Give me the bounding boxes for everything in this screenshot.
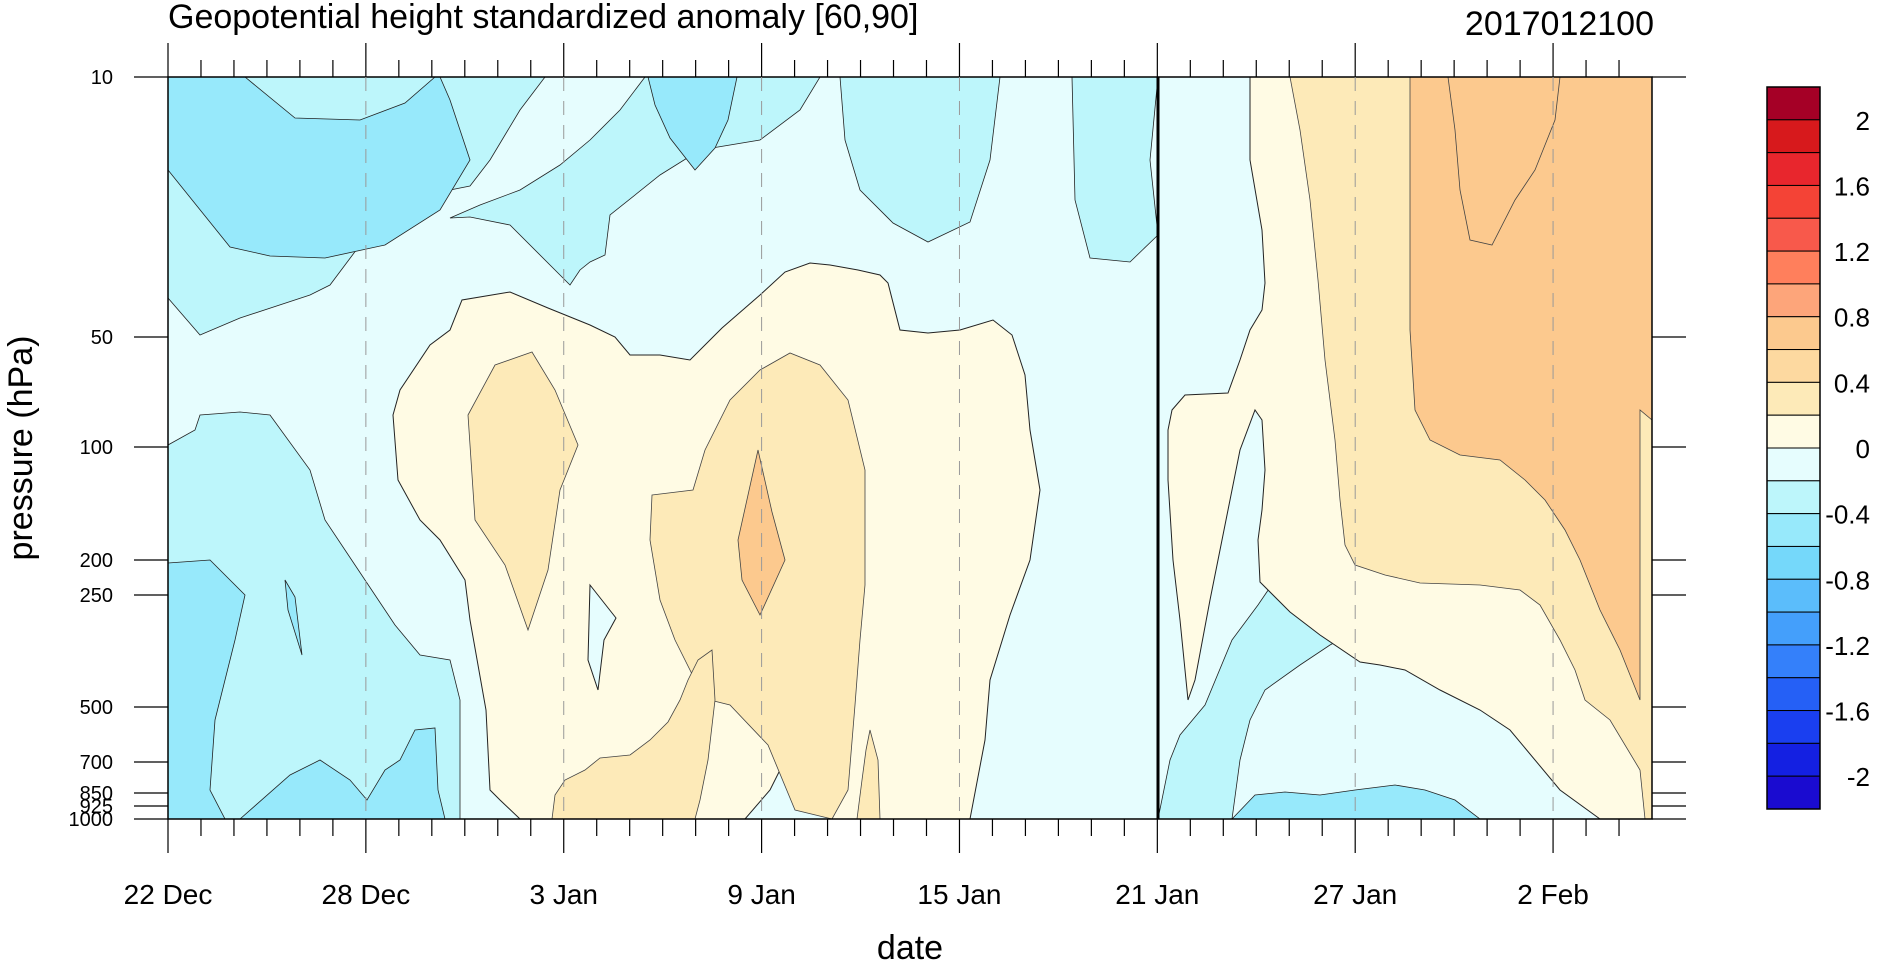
contour-region-lower-cold [239,727,446,819]
y-tick-label: 50 [91,327,113,349]
colorbar-swatch [1766,283,1821,318]
colorbar-swatch [1766,349,1821,383]
contour-region-warm-blob [551,649,716,819]
y-tick-label: 200 [80,550,113,572]
contour-region-lower-cold [284,579,303,656]
contour-region-warm-blob [856,729,881,819]
x-tick-label: 9 Jan [727,879,796,910]
chart-title: Geopotential height standardized anomaly… [168,0,918,36]
contour-region-lower-cold [168,559,246,819]
colorbar-swatch [1766,677,1821,712]
x-axis-label: date [877,929,943,963]
colorbar-swatch [1766,447,1821,482]
x-ticks-bottom [167,819,1620,853]
colorbar-swatch [1766,775,1821,810]
colorbar-label: 0.4 [1834,368,1870,398]
y-tick-label: 100 [80,437,113,459]
x-tick-label: 27 Jan [1313,879,1397,910]
colorbar: 2 1.6 1.2 0.8 0.4 0 -0.4 -0.8 -1.2 -1.6 -2 [1766,86,1870,810]
contour-field [168,77,1652,819]
colorbar-swatch [1766,152,1821,186]
x-tick-labels: 22 Dec 28 Dec 3 Jan 9 Jan 15 Jan 21 Jan 27 Jan… [124,879,1589,910]
colorbar-label: -1.6 [1825,697,1870,727]
y-tick-label: 850 [80,783,113,805]
contour-region-upper-cold [647,77,738,171]
colorbar-swatch [1766,414,1821,449]
x-tick-label: 21 Jan [1115,879,1199,910]
contour-region-lower-cold [168,411,461,819]
colorbar-label: -0.4 [1825,500,1870,530]
contour-region-cold-patch [587,583,617,691]
colorbar-label: 0.8 [1834,303,1870,333]
colorbar-swatch [1766,316,1821,351]
x-tick-label: 2 Feb [1517,879,1589,910]
colorbar-swatch [1766,545,1821,580]
plot-frame [167,76,1653,820]
contour-region-upper-cold [449,77,821,286]
colorbar-swatch [1766,644,1821,679]
colorbar-swatch [1766,611,1821,646]
colorbar-swatch [1766,217,1821,252]
colorbar-swatch [1766,742,1821,777]
x-tick-label: 28 Dec [322,879,411,910]
y-tick-label: 1000 [69,809,114,831]
colorbar-swatch [1766,184,1821,219]
colorbar-label: 1.6 [1834,171,1870,201]
colorbar-label: 2 [1856,106,1870,136]
x-tick-label: 3 Jan [529,879,598,910]
colorbar-swatch [1766,480,1821,515]
colorbar-label: 0 [1856,434,1870,464]
contour-region-upper-cold [1071,77,1159,263]
colorbar-label: 1.2 [1834,237,1870,267]
colorbar-swatch [1766,513,1821,547]
colorbar-swatch [1766,578,1821,613]
y-tick-label: 500 [80,697,113,719]
contour-region-hot-blob [737,449,786,616]
colorbar-label: -1.2 [1825,631,1870,661]
contour-region-upper-cold [168,77,471,259]
y-tick-label: 700 [80,752,113,774]
chart-right-title: 2017012100 [1465,5,1654,43]
colorbar-frame [1766,86,1821,810]
contour-region-upper-cold [839,77,1001,243]
colorbar-swatch [1766,250,1821,285]
contour-region-warm-blob [467,351,579,632]
x-tick-label: 22 Dec [124,879,213,910]
colorbar-label: -2 [1847,762,1870,792]
colorbar-label: -0.8 [1825,565,1870,595]
colorbar-swatch [1766,381,1821,416]
colorbar-swatch [1766,119,1821,154]
y-tick-label: 925 [80,796,113,818]
y-axis-label: pressure (hPa) [2,336,40,561]
contour-region-right-cold [1231,784,1481,819]
colorbar-swatch [1766,86,1821,121]
y-tick-label: 250 [80,585,113,607]
contour-region-right-core [1447,77,1561,246]
colorbar-swatch [1766,710,1821,744]
x-ticks-top [167,43,1620,77]
x-tick-label: 15 Jan [917,879,1001,910]
y-tick-label: 10 [91,67,113,89]
